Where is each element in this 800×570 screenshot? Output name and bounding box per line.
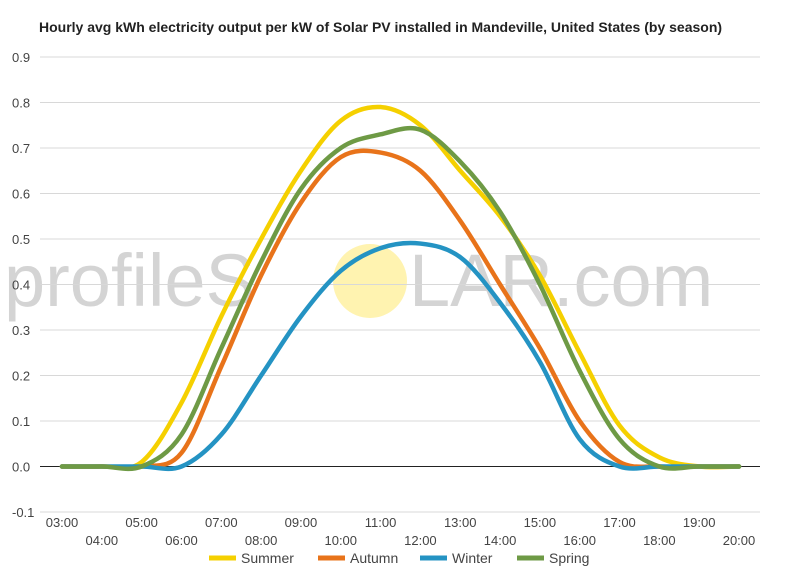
x-tick-label: 04:00 xyxy=(86,533,119,548)
watermark-text-right: LAR.com xyxy=(409,239,713,322)
x-tick-label: 09:00 xyxy=(285,515,318,530)
y-tick-label: 0.9 xyxy=(12,50,30,65)
x-tick-label: 15:00 xyxy=(524,515,557,530)
legend: Summer Autumn Winter Spring xyxy=(209,550,589,566)
legend-label-winter: Winter xyxy=(452,550,493,566)
x-tick-label: 08:00 xyxy=(245,533,278,548)
x-tick-label: 03:00 xyxy=(46,515,79,530)
watermark: profileS LAR.com xyxy=(4,239,713,322)
y-tick-label: 0.5 xyxy=(12,232,30,247)
series-lines xyxy=(59,104,742,472)
y-axis-tick-labels: -0.1 0.0 0.1 0.2 0.3 0.4 0.5 0.6 0.7 0.8 0.9 xyxy=(12,50,34,520)
legend-label-spring: Spring xyxy=(549,550,589,566)
x-tick-label: 11:00 xyxy=(365,515,397,530)
series-line-spring xyxy=(59,125,742,472)
x-axis-tick-labels: 03:00 04:00 05:00 06:00 07:00 08:00 09:00 10:00… xyxy=(46,515,756,548)
legend-label-summer: Summer xyxy=(241,550,294,566)
series-line-autumn xyxy=(59,148,742,470)
series-line-summer xyxy=(59,104,742,471)
series-line-winter xyxy=(59,240,742,472)
x-tick-label: 06:00 xyxy=(165,533,198,548)
watermark-sun-icon xyxy=(333,244,407,318)
watermark-text-left: profileS xyxy=(4,239,255,322)
x-tick-label: 05:00 xyxy=(125,515,158,530)
y-tick-label: 0.6 xyxy=(12,187,30,202)
x-tick-label: 14:00 xyxy=(484,533,517,548)
y-tick-label: 0.0 xyxy=(12,460,30,475)
gridlines xyxy=(40,56,760,513)
x-tick-label: 16:00 xyxy=(563,533,596,548)
x-tick-label: 12:00 xyxy=(404,533,437,548)
x-tick-label: 17:00 xyxy=(603,515,636,530)
x-tick-label: 07:00 xyxy=(205,515,238,530)
x-tick-label: 20:00 xyxy=(723,533,756,548)
chart-title: Hourly avg kWh electricity output per kW… xyxy=(39,19,723,35)
x-tick-label: 10:00 xyxy=(324,533,357,548)
y-tick-label: 0.3 xyxy=(12,323,30,338)
y-tick-label: 0.4 xyxy=(12,278,30,293)
y-tick-label: 0.8 xyxy=(12,96,30,111)
x-tick-label: 18:00 xyxy=(643,533,676,548)
x-tick-label: 19:00 xyxy=(683,515,716,530)
x-tick-label: 13:00 xyxy=(444,515,477,530)
y-tick-label: -0.1 xyxy=(12,505,34,520)
y-tick-label: 0.2 xyxy=(12,369,30,384)
y-tick-label: 0.7 xyxy=(12,141,30,156)
legend-label-autumn: Autumn xyxy=(350,550,398,566)
y-tick-label: 0.1 xyxy=(12,414,30,429)
